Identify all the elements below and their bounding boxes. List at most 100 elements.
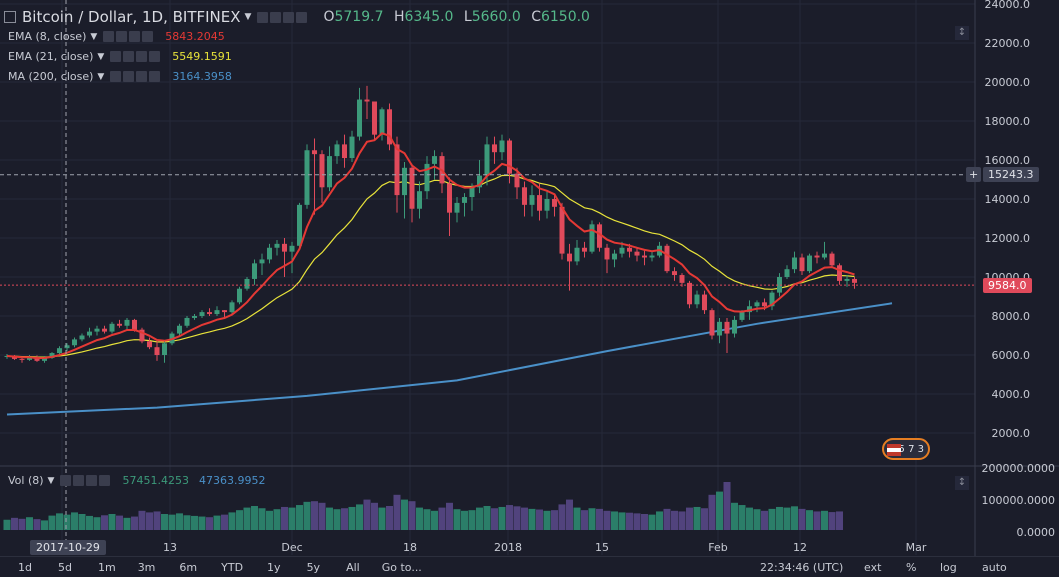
indicator-tools[interactable] bbox=[60, 475, 112, 486]
indicator-ema8[interactable]: EMA (8, close) ▼ 5843.2045 bbox=[8, 30, 225, 43]
indicator-tools[interactable] bbox=[110, 51, 162, 62]
candle-body bbox=[552, 199, 557, 207]
candle-body bbox=[567, 253, 572, 262]
volume-bar bbox=[468, 510, 476, 530]
pane-up-icon[interactable]: ↕ bbox=[955, 26, 969, 40]
indicator-tools[interactable] bbox=[110, 71, 162, 82]
candle-body bbox=[282, 243, 287, 252]
price-tick-label: 24000.0 bbox=[985, 0, 1031, 11]
last-price-tag: 9584.0 bbox=[983, 278, 1032, 293]
ema8-label[interactable]: EMA (8, close) bbox=[8, 30, 87, 43]
pane-down-icon[interactable]: ↕ bbox=[955, 476, 969, 490]
range-buttons: 1d 5d 1m 3m 6m YTD 1y 5y All Go to... bbox=[18, 561, 422, 574]
range-6m[interactable]: 6m bbox=[179, 560, 198, 574]
candle-body bbox=[672, 271, 677, 276]
candle-body bbox=[747, 306, 752, 313]
candle-body bbox=[327, 156, 332, 188]
volume-bar bbox=[243, 507, 251, 530]
chevron-down-icon[interactable]: ▼ bbox=[244, 12, 252, 22]
candle-body bbox=[357, 99, 362, 137]
volume-bar bbox=[153, 511, 161, 530]
range-1m[interactable]: 1m bbox=[97, 560, 116, 574]
volume-bar bbox=[588, 508, 596, 530]
range-3m[interactable]: 3m bbox=[137, 560, 156, 574]
candle-body bbox=[807, 255, 812, 272]
chevron-down-icon[interactable]: ▼ bbox=[97, 71, 105, 82]
volume-bar bbox=[273, 509, 281, 530]
candle-body bbox=[649, 255, 655, 258]
volume-bar bbox=[281, 506, 288, 530]
ma200-label[interactable]: MA (200, close) bbox=[8, 70, 94, 83]
candle-body bbox=[349, 136, 355, 159]
candle-body bbox=[634, 251, 640, 256]
volume-legend[interactable]: Vol (8) ▼ 57451.4253 47363.9952 bbox=[8, 474, 265, 487]
candle-body bbox=[604, 247, 610, 260]
volume-bar bbox=[626, 512, 633, 530]
volume-bar bbox=[506, 505, 513, 530]
candle-body bbox=[447, 183, 452, 213]
volume-bar bbox=[71, 512, 78, 530]
volume-bar bbox=[453, 509, 461, 530]
indicator-ma200[interactable]: MA (200, close) ▼ 3164.3958 bbox=[8, 70, 232, 83]
candle-body bbox=[102, 328, 107, 332]
volume-bar bbox=[146, 512, 153, 530]
candle-body bbox=[769, 292, 775, 307]
events-badge[interactable]: 4 5 7 3 bbox=[882, 438, 930, 460]
volume-bar bbox=[371, 502, 378, 530]
candle-body bbox=[49, 353, 55, 358]
range-ytd[interactable]: YTD bbox=[221, 560, 244, 574]
volume-bar bbox=[678, 511, 686, 530]
chevron-down-icon[interactable]: ▼ bbox=[97, 51, 105, 62]
candle-body bbox=[27, 356, 32, 360]
volume-label[interactable]: Vol (8) bbox=[8, 474, 44, 487]
range-all[interactable]: All bbox=[346, 560, 360, 574]
symbol-title[interactable]: Bitcoin / Dollar, 1D, BITFINEX bbox=[22, 8, 241, 26]
ema21-path bbox=[6, 174, 855, 358]
ma200-line bbox=[6, 302, 893, 416]
volume-bar bbox=[401, 499, 408, 530]
candle-body bbox=[297, 204, 302, 246]
log-toggle[interactable]: log bbox=[940, 560, 957, 574]
series-tools[interactable] bbox=[257, 11, 309, 23]
volume-bar bbox=[746, 507, 753, 530]
candle-body bbox=[252, 263, 257, 279]
candle-body bbox=[597, 224, 602, 248]
volume-bar bbox=[378, 507, 386, 530]
volume-bar bbox=[446, 502, 453, 530]
volume-bar bbox=[131, 516, 138, 530]
high-label: H bbox=[393, 9, 405, 25]
candle-body bbox=[627, 247, 632, 252]
indicator-tools[interactable] bbox=[103, 31, 155, 42]
chevron-down-icon[interactable]: ▼ bbox=[47, 475, 55, 486]
indicator-ema21[interactable]: EMA (21, close) ▼ 5549.1591 bbox=[8, 50, 232, 63]
range-1d[interactable]: 1d bbox=[18, 560, 32, 574]
volume-bar bbox=[596, 508, 603, 530]
grid-lines bbox=[0, 0, 1059, 556]
volume-bar bbox=[3, 519, 11, 530]
candle-body bbox=[642, 255, 647, 258]
add-icon[interactable]: + bbox=[966, 167, 982, 182]
candle-body bbox=[814, 255, 820, 258]
volume-bar bbox=[93, 517, 101, 530]
volume-bar bbox=[528, 508, 536, 530]
ema21-label[interactable]: EMA (21, close) bbox=[8, 50, 94, 63]
percent-toggle[interactable]: % bbox=[906, 560, 917, 574]
candle-body bbox=[492, 144, 497, 153]
collapse-icon[interactable] bbox=[4, 11, 16, 23]
candle-body bbox=[222, 310, 227, 313]
volume-bar bbox=[26, 517, 33, 530]
chevron-down-icon[interactable]: ▼ bbox=[90, 31, 98, 42]
range-5d[interactable]: 5d bbox=[57, 560, 72, 574]
candle-body bbox=[822, 253, 827, 258]
volume-bar bbox=[311, 501, 318, 530]
auto-toggle[interactable]: auto bbox=[982, 560, 1007, 574]
candle-body bbox=[42, 357, 47, 361]
time-axis[interactable]: 13 Dec 18 2018 15 Feb 12 Mar bbox=[163, 541, 927, 554]
ext-toggle[interactable]: ext bbox=[864, 560, 882, 574]
candle-body bbox=[777, 277, 782, 293]
range-5y[interactable]: 5y bbox=[306, 560, 321, 574]
goto-button[interactable]: Go to... bbox=[381, 560, 422, 574]
range-1y[interactable]: 1y bbox=[267, 560, 281, 574]
volume-bar bbox=[48, 515, 56, 530]
